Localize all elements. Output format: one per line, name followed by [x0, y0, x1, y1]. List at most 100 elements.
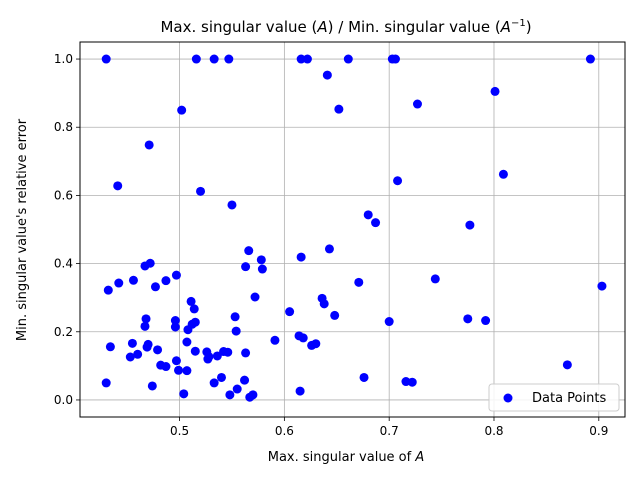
x-tick-label: 0.5: [170, 424, 189, 438]
chart-title: Max. singular value (A) / Min. singular …: [160, 18, 531, 36]
data-point: [224, 54, 234, 64]
x-tick-label: 0.8: [484, 424, 503, 438]
data-point: [490, 86, 500, 96]
data-point: [230, 312, 240, 322]
data-point: [241, 262, 251, 272]
data-point: [171, 270, 181, 280]
x-tick-label: 0.9: [589, 424, 608, 438]
data-point: [225, 390, 235, 400]
legend-label: Data Points: [532, 391, 606, 406]
data-point: [285, 307, 295, 317]
data-point: [128, 275, 138, 285]
data-point: [240, 375, 250, 385]
data-point: [203, 354, 213, 364]
data-point: [390, 54, 400, 64]
data-point: [174, 365, 184, 375]
data-point: [182, 366, 192, 376]
data-point: [597, 281, 607, 291]
data-point: [250, 292, 260, 302]
data-point: [171, 356, 181, 366]
data-point: [113, 181, 123, 191]
data-point: [298, 333, 308, 343]
data-point: [270, 335, 280, 345]
data-point: [407, 377, 417, 387]
data-point: [105, 342, 115, 352]
legend-marker: [503, 393, 513, 403]
data-point: [140, 261, 150, 271]
data-point: [209, 54, 219, 64]
data-point: [245, 392, 255, 402]
y-tick-label: 1.0: [54, 52, 73, 66]
data-point: [295, 386, 305, 396]
data-point: [241, 348, 251, 358]
data-point: [296, 252, 306, 262]
data-point: [481, 316, 491, 326]
y-tick-label: 0.8: [54, 120, 73, 134]
data-point: [498, 169, 508, 179]
data-point: [101, 54, 111, 64]
data-point: [182, 337, 192, 347]
data-point: [384, 317, 394, 327]
x-tick-label: 0.6: [275, 424, 294, 438]
y-tick-label: 0.2: [54, 325, 73, 339]
data-point: [562, 360, 572, 370]
data-point: [354, 277, 364, 287]
data-point: [183, 325, 193, 335]
data-point: [170, 322, 180, 332]
data-point: [189, 304, 199, 314]
data-point: [302, 54, 312, 64]
data-point: [307, 340, 317, 350]
data-point: [141, 314, 151, 324]
data-point: [463, 314, 473, 324]
data-point: [319, 299, 329, 309]
data-point: [209, 378, 219, 388]
data-point: [359, 372, 369, 382]
data-point: [257, 264, 267, 274]
data-point: [196, 186, 206, 196]
data-point: [147, 381, 157, 391]
data-point: [393, 176, 403, 186]
data-point: [363, 210, 373, 220]
data-point: [465, 220, 475, 230]
data-point: [412, 99, 422, 109]
data-point: [296, 54, 306, 64]
data-point: [322, 70, 332, 80]
data-point: [170, 316, 180, 326]
data-point: [161, 362, 171, 372]
data-point: [256, 255, 266, 265]
y-tick-label: 0.4: [54, 257, 73, 271]
data-point: [244, 246, 254, 256]
data-point: [144, 140, 154, 150]
y-tick-label: 0.0: [54, 393, 73, 407]
data-point: [212, 351, 222, 361]
data-point: [216, 372, 226, 382]
data-point: [231, 326, 241, 336]
data-point: [125, 352, 135, 362]
plot-area-frame: [79, 41, 626, 418]
data-point: [186, 296, 196, 306]
data-point: [371, 218, 381, 228]
data-point: [179, 389, 189, 399]
legend: Data Points: [488, 383, 620, 412]
data-point: [114, 278, 124, 288]
axis-ticks: 0.5 0.6 0.7 0.8 0.9 0.0 0.2 0.4 0.6 0.8 1.0: [54, 52, 608, 438]
data-point: [334, 104, 344, 114]
data-point: [223, 347, 233, 357]
y-axis-label: Min. singular value's relative error: [15, 118, 30, 341]
legend-box: [488, 383, 620, 412]
data-point: [191, 54, 201, 64]
data-point: [103, 285, 113, 295]
data-point: [430, 274, 440, 284]
data-point: [101, 378, 111, 388]
data-point: [142, 342, 152, 352]
data-point: [177, 105, 187, 115]
data-point: [585, 54, 595, 64]
data-point: [232, 384, 242, 394]
x-axis-label: Max. singular value of A: [268, 450, 425, 465]
data-point: [324, 244, 334, 254]
data-point: [133, 349, 143, 359]
x-tick-label: 0.7: [380, 424, 399, 438]
data-point: [140, 321, 150, 331]
y-tick-label: 0.6: [54, 188, 73, 202]
